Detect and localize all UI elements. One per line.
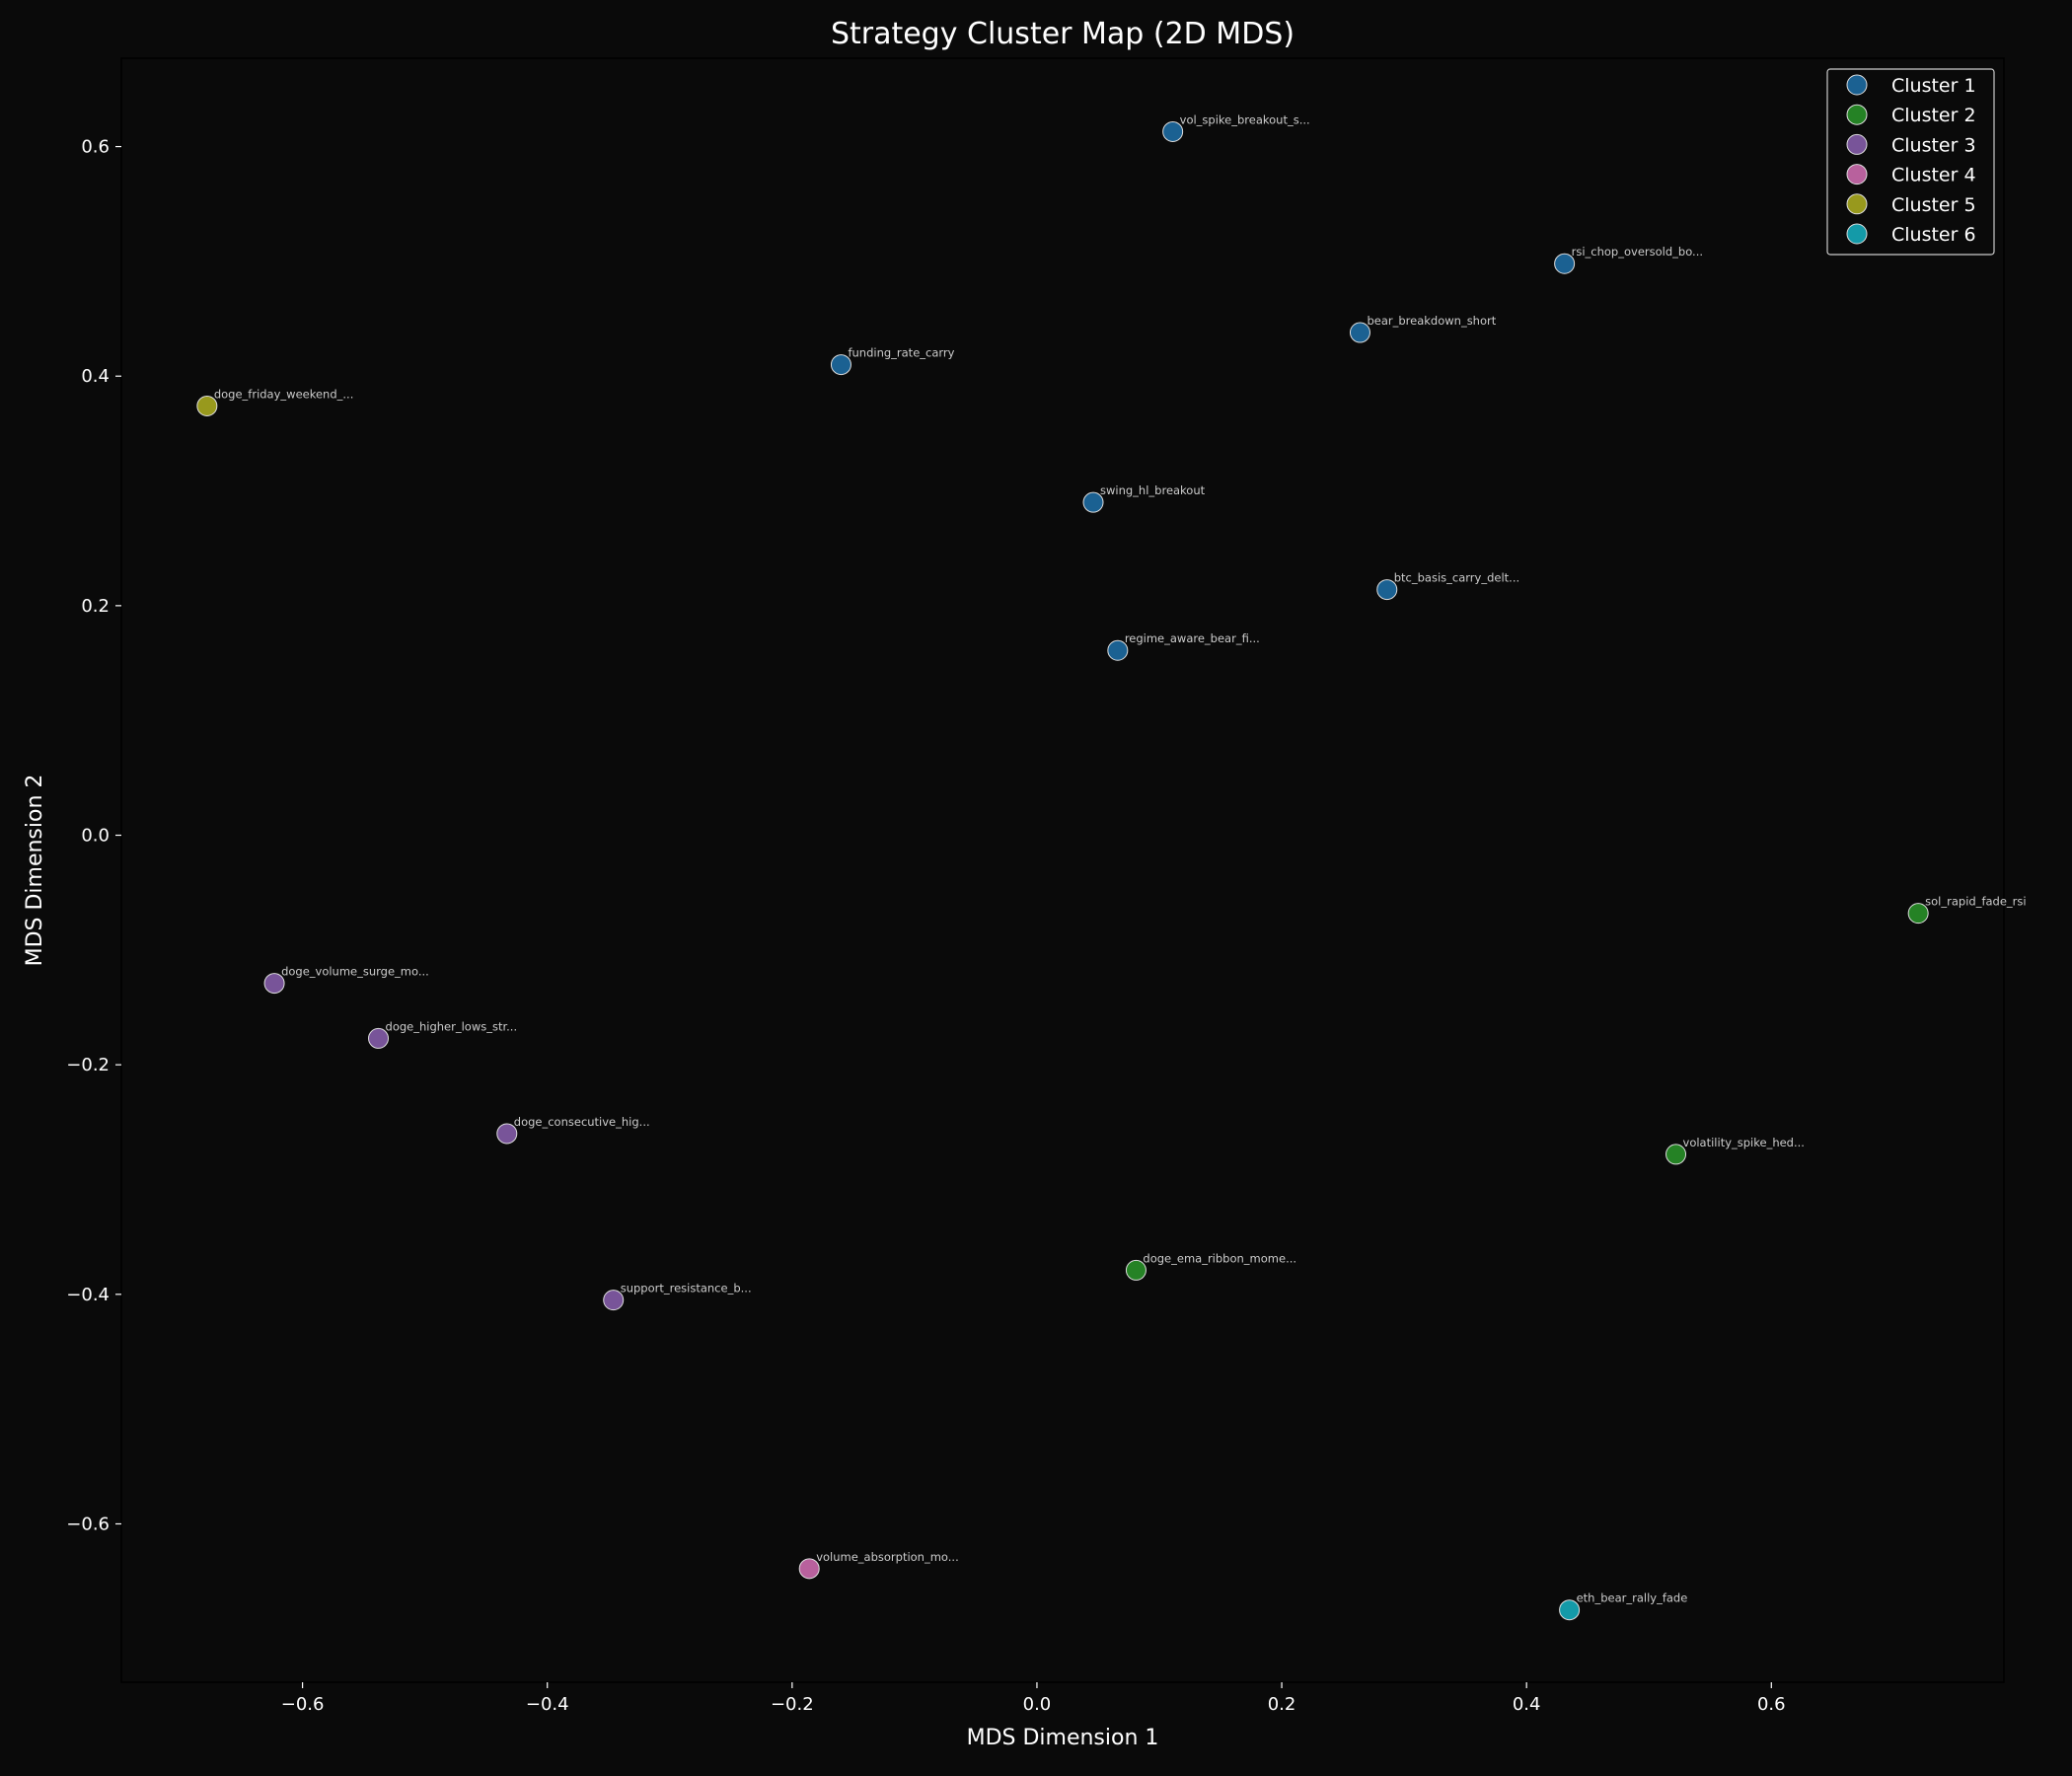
point-label: funding_rate_carry <box>848 346 954 360</box>
scatter-point <box>1907 903 1929 925</box>
y-tick-label: 0.2 <box>81 596 110 617</box>
scatter-point <box>1082 491 1104 513</box>
point-label: volatility_spike_hed... <box>1683 1136 1805 1149</box>
point-label: doge_ema_ribbon_mome... <box>1143 1251 1296 1265</box>
x-tick-label: 0.4 <box>1513 1694 1541 1715</box>
point-label: btc_basis_carry_delt... <box>1394 571 1519 585</box>
legend-marker <box>1846 193 1868 215</box>
scatter-point <box>603 1290 625 1311</box>
x-tick-label: 0.6 <box>1757 1694 1786 1715</box>
point-label: bear_breakdown_short <box>1367 314 1496 328</box>
y-tick-label: 0.4 <box>81 366 110 387</box>
point-label: regime_aware_bear_fi... <box>1125 631 1260 645</box>
legend-marker <box>1846 104 1868 125</box>
legend-label: Cluster 5 <box>1891 194 1976 216</box>
scatter-point <box>1665 1144 1687 1165</box>
x-tick-label: 0.2 <box>1268 1694 1296 1715</box>
x-axis-label: MDS Dimension 1 <box>967 1726 1159 1750</box>
y-axis-label: MDS Dimension 2 <box>23 775 47 967</box>
legend-label: Cluster 6 <box>1891 224 1976 246</box>
scatter-point <box>1376 579 1398 601</box>
point-label: volume_absorption_mo... <box>816 1550 959 1564</box>
scatter-points: vol_spike_breakout_s... rsi_chop_oversold… <box>196 112 2027 1621</box>
point-label: sol_rapid_fade_rsi <box>1925 895 2026 909</box>
legend-label: Cluster 4 <box>1891 165 1976 186</box>
point-label: doge_higher_lows_str... <box>386 1019 518 1033</box>
scatter-point <box>1559 1599 1581 1621</box>
scatter-point <box>1162 120 1184 142</box>
point-label: eth_bear_rally_fade <box>1577 1591 1688 1605</box>
scatter-point <box>368 1027 390 1049</box>
y-tick-label: 0.6 <box>81 137 110 158</box>
scatter-point <box>1349 322 1370 343</box>
legend-label: Cluster 2 <box>1891 105 1976 126</box>
chart-title: Strategy Cluster Map (2D MDS) <box>831 17 1295 51</box>
x-tick-label: −0.4 <box>526 1694 569 1715</box>
axes: −0.6 −0.4 −0.2 0.0 0.2 0.4 0.6 −0.6 −0.4 −0.2 0.0 0… <box>66 137 1785 1715</box>
point-label: rsi_chop_oversold_bo... <box>1572 245 1703 259</box>
legend: Cluster 1 Cluster 2 Cluster 3 Cluster 4 Clus… <box>1826 68 1995 256</box>
x-tick-label: −0.2 <box>771 1694 814 1715</box>
legend-box <box>1826 68 1995 256</box>
scatter-point <box>830 354 851 376</box>
x-tick-label: −0.6 <box>281 1694 325 1715</box>
scatter-point <box>263 973 285 995</box>
scatter-point <box>798 1558 820 1580</box>
scatter-point <box>1554 253 1576 274</box>
point-label: support_resistance_b... <box>621 1282 752 1295</box>
scatter-point <box>1125 1259 1147 1281</box>
x-tick-label: 0.0 <box>1023 1694 1052 1715</box>
point-label: vol_spike_breakout_s... <box>1180 112 1310 126</box>
legend-marker <box>1846 133 1868 155</box>
point-label: swing_hl_breakout <box>1100 483 1206 497</box>
point-label: doge_friday_weekend_... <box>214 387 354 401</box>
y-tick-label: −0.2 <box>66 1055 110 1075</box>
plot-area <box>120 57 2005 1683</box>
legend-marker <box>1846 74 1868 96</box>
legend-marker <box>1846 164 1868 185</box>
legend-label: Cluster 3 <box>1891 134 1976 156</box>
scatter-point <box>196 395 218 416</box>
y-tick-label: −0.4 <box>66 1285 110 1305</box>
y-tick-label: −0.6 <box>66 1514 110 1534</box>
legend-label: Cluster 1 <box>1891 75 1976 97</box>
legend-marker <box>1846 223 1868 245</box>
point-label: doge_consecutive_hig... <box>514 1115 650 1129</box>
point-label: doge_volume_surge_mo... <box>281 965 429 979</box>
scatter-point <box>496 1123 518 1145</box>
y-tick-label: 0.0 <box>81 826 110 847</box>
scatter-point <box>1107 639 1129 661</box>
